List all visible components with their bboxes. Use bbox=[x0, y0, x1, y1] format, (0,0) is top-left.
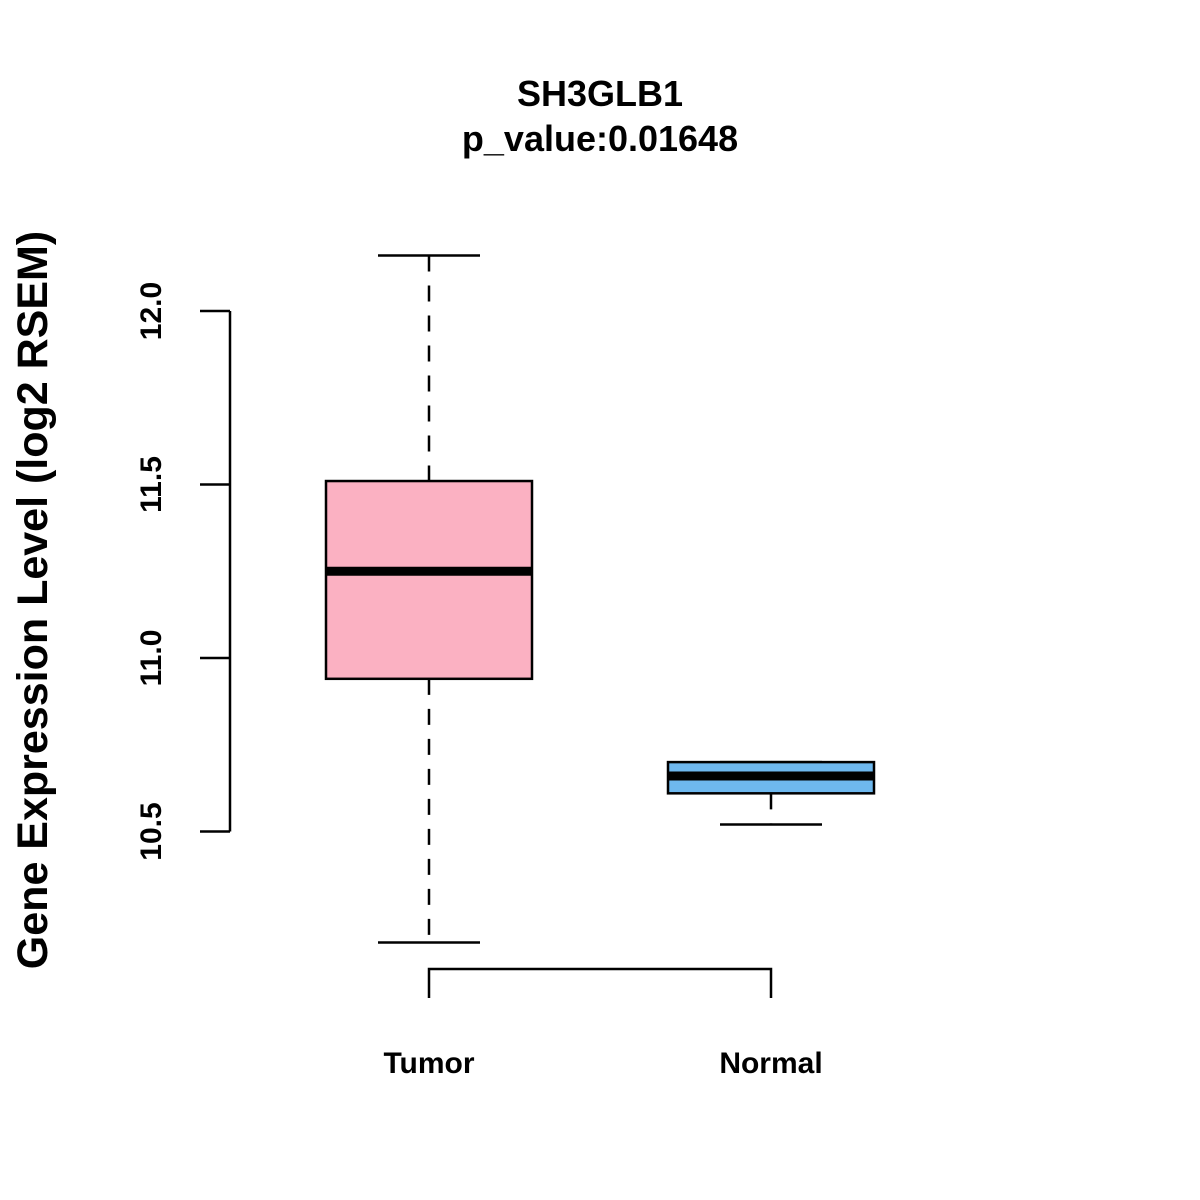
iqr-box bbox=[324, 479, 534, 681]
bracket-line bbox=[427, 967, 773, 998]
box-tumor bbox=[324, 254, 534, 944]
y-tick-label: 11.5 bbox=[135, 456, 168, 513]
y-axis: 10.5 11.0 11.5 12.0 bbox=[135, 282, 232, 861]
box-groups bbox=[324, 254, 876, 944]
x-label-tumor: Tumor bbox=[383, 1047, 474, 1080]
chart-subtitle: p_value:0.01648 bbox=[462, 118, 738, 159]
x-label-normal: Normal bbox=[719, 1047, 822, 1080]
box-normal bbox=[666, 760, 876, 826]
x-axis-labels: Tumor Normal bbox=[383, 1047, 822, 1080]
y-tick-label: 10.5 bbox=[135, 802, 168, 860]
y-tick-label: 11.0 bbox=[135, 630, 168, 687]
comparison-bracket bbox=[427, 967, 773, 998]
y-axis-label: Gene Expression Level (log2 RSEM) bbox=[9, 231, 57, 969]
y-tick-label: 12.0 bbox=[135, 282, 168, 340]
chart-title: SH3GLB1 bbox=[517, 73, 683, 114]
